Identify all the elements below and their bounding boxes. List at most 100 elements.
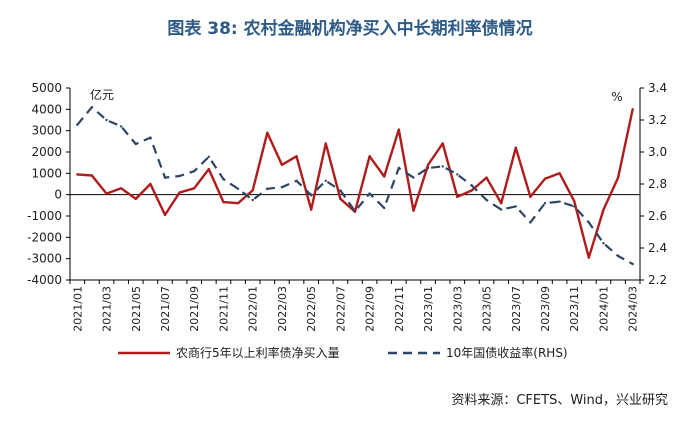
net-buy-series-line (77, 109, 634, 259)
net-buy-series-point (163, 213, 167, 217)
net-buy-series-point (105, 192, 108, 195)
yield-series-point (485, 198, 488, 202)
net-buy-series-point (529, 195, 532, 198)
x-axis-tick-label: 2022/05 (305, 286, 318, 332)
net-buy-series-point (616, 176, 620, 179)
yield-series-point (324, 179, 327, 182)
net-buy-series-point (426, 163, 430, 166)
left-axis-tick-label: 4000 (31, 102, 62, 116)
x-axis-tick-label: 2021/01 (71, 286, 84, 332)
yield-series-point (222, 178, 225, 181)
right-axis-tick-label: 2.6 (648, 209, 667, 223)
x-axis-tick-label: 2023/05 (481, 286, 494, 332)
x-axis-tick-label: 2021/09 (188, 286, 201, 332)
x-axis-tick-label: 2023/01 (422, 286, 435, 332)
yield-series-point (339, 189, 342, 192)
net-buy-series-point (558, 172, 561, 175)
yield-series-point (499, 208, 503, 211)
yield-series-point (529, 221, 532, 224)
yield-series-point (105, 118, 108, 122)
yield-series-point (383, 206, 386, 210)
x-axis-tick-label: 2023/03 (451, 286, 464, 332)
net-buy-series-point (76, 173, 79, 176)
left-axis-tick-label: 3000 (31, 124, 62, 138)
net-buy-series-point (207, 167, 211, 171)
net-buy-series-point (499, 202, 503, 205)
yield-series-point (207, 155, 211, 158)
x-axis-tick-label: 2023/09 (539, 286, 552, 332)
net-buy-series-point (119, 187, 123, 190)
yield-series-point (193, 170, 196, 173)
net-buy-series-point (441, 142, 444, 145)
legend-label-yield: 10年国债收益率(RHS) (446, 345, 568, 360)
yield-series-point (119, 125, 123, 128)
x-axis-tick-label: 2021/07 (159, 286, 172, 332)
right-axis-tick-label: 2.4 (648, 241, 667, 255)
x-axis-tick-label: 2021/11 (217, 286, 230, 332)
yield-series-point (134, 142, 137, 146)
yield-series-point (76, 123, 79, 127)
right-axis-tick-label: 3.4 (648, 81, 667, 95)
right-axis-unit: % (611, 90, 622, 104)
yield-series-point (456, 173, 459, 176)
x-axis-tick-label: 2022/11 (393, 286, 406, 332)
yield-series-point (397, 166, 401, 170)
yield-series-point (631, 262, 634, 266)
left-axis-tick-label: -1000 (27, 209, 62, 223)
net-buy-series-point (251, 189, 254, 192)
right-axis-tick-label: 3.2 (648, 113, 667, 127)
yield-series-point (441, 165, 444, 168)
yield-series-point (412, 176, 415, 179)
x-axis-tick-label: 2024/01 (597, 286, 610, 332)
yield-series-point (280, 186, 284, 189)
yield-series-point (470, 184, 474, 187)
net-buy-series-point (236, 202, 240, 205)
net-buy-series-point (397, 128, 401, 131)
yield-series-point (163, 176, 167, 179)
x-axis-tick-label: 2022/07 (334, 286, 347, 332)
yield-series-point (587, 221, 591, 224)
yield-series-point (558, 200, 561, 203)
yield-series-point (514, 205, 517, 208)
right-axis-tick-label: 2.2 (648, 273, 667, 287)
x-axis-tick-label: 2022/01 (247, 286, 260, 332)
net-buy-series-point (412, 209, 415, 212)
yield-series-point (236, 187, 240, 190)
x-axis-tick-label: 2022/09 (364, 286, 377, 332)
legend-label-net-buy: 农商行5年以上利率债净买入量 (176, 345, 340, 360)
yield-series-point (573, 205, 576, 208)
net-buy-series-point (339, 197, 342, 201)
chart-title: 图表 38: 农村金融机构净买入中长期利率债情况 (167, 19, 533, 39)
net-buy-series-point (222, 200, 225, 204)
left-axis-tick-label: 5000 (31, 81, 62, 95)
net-buy-series-point (470, 189, 474, 192)
left-axis-unit: 亿元 (90, 87, 114, 102)
net-buy-series-point (193, 187, 196, 190)
right-axis-tick-label: 2.8 (648, 177, 667, 191)
yield-series-point (90, 106, 94, 109)
yield-series-point (543, 202, 547, 205)
yield-series-line (76, 106, 634, 265)
net-buy-series-point (573, 199, 576, 203)
yield-series-point (178, 174, 181, 178)
net-buy-series-point (602, 208, 605, 211)
x-axis-tick-label: 2023/07 (510, 286, 523, 332)
net-buy-series-point (134, 197, 137, 201)
yield-series-point (353, 210, 357, 213)
yield-series-point (295, 179, 298, 182)
net-buy-series-point (456, 195, 459, 198)
net-buy-series-point (368, 155, 371, 158)
net-buy-series-point (514, 146, 517, 149)
net-buy-series-point (587, 256, 591, 259)
net-buy-series-point (485, 176, 488, 179)
yield-series-point (616, 254, 620, 258)
x-axis-tick-label: 2021/03 (101, 286, 114, 332)
left-axis-tick-label: 1000 (31, 166, 62, 180)
x-axis-tick-label: 2023/11 (568, 286, 581, 332)
yield-series-point (149, 136, 152, 139)
yield-series-point (426, 166, 430, 170)
net-buy-series-point (383, 175, 386, 178)
net-buy-series-point (178, 191, 181, 194)
left-axis-tick-label: -3000 (27, 252, 62, 266)
